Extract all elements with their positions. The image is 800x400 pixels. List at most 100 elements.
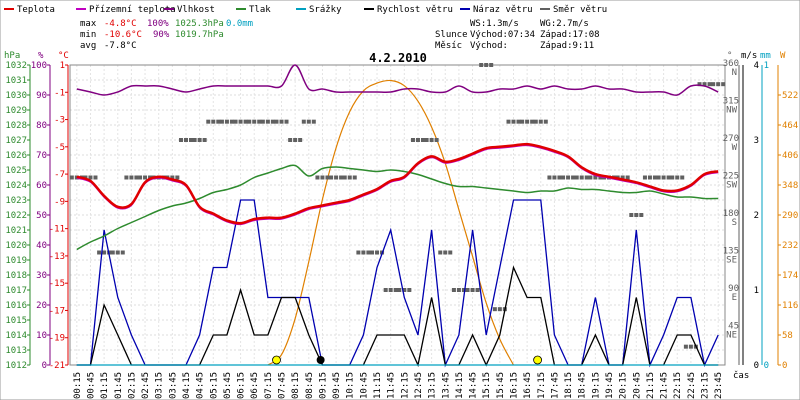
point-wind-direction <box>543 119 548 124</box>
point-wind-direction <box>110 250 115 255</box>
point-wind-direction <box>561 175 566 180</box>
tick-label-pressure: 1022 <box>5 211 27 221</box>
stats-block: max -4.8°C 100% 1025.3hPa 0.0mm min -10.… <box>80 19 600 51</box>
point-wind-direction <box>188 138 193 142</box>
tick-label-humidity: 80 <box>36 121 47 131</box>
point-wind-direction <box>410 138 415 142</box>
point-wind-direction <box>124 175 129 180</box>
point-wind-direction <box>260 119 265 124</box>
point-wind-direction <box>652 175 657 180</box>
point-wind-direction <box>370 250 375 255</box>
tick-label-pressure: 1027 <box>5 136 27 146</box>
tick-label-temperature: -7 <box>54 170 65 180</box>
point-wind-direction <box>506 119 511 124</box>
tick-label-humidity: 100 <box>31 61 47 71</box>
tick-label-humidity: 10 <box>36 331 47 341</box>
legend-temperature: Teplota <box>17 5 55 15</box>
point-wind-direction <box>288 138 293 142</box>
point-wind-direction <box>143 175 148 180</box>
point-wind-direction <box>134 175 139 180</box>
tick-label-wind-speed: 3 <box>754 136 759 146</box>
moon-set: Západ:9:11 <box>540 41 594 51</box>
stat-ws: WS:1.3m/s <box>470 19 519 29</box>
point-wind-direction <box>492 307 497 312</box>
tick-label-pressure: 1013 <box>5 346 27 356</box>
stat-min-temp: -10.6°C <box>104 30 142 40</box>
x-tick-label: 05:45 <box>223 372 233 399</box>
tick-label-solar: 174 <box>782 271 798 281</box>
tick-label-solar: 58 <box>782 331 793 341</box>
series-pressure <box>76 164 719 251</box>
point-wind-direction <box>415 138 420 142</box>
point-wind-direction <box>120 250 125 255</box>
x-axis-labels: 00:15 00:45 01:15 01:45 02:15 02:45 03:15 03:45… <box>73 372 724 399</box>
point-wind-direction <box>238 119 243 124</box>
tick-label-temperature: -21 <box>49 361 65 371</box>
x-tick-label: 16:15 <box>509 372 519 399</box>
x-tick-label: 01:45 <box>114 372 124 399</box>
x-tick-label: 13:45 <box>441 372 451 399</box>
tick-label-wind-direction: 360 <box>723 59 739 69</box>
x-tick-label: 10:45 <box>359 372 369 399</box>
tick-label-temperature: -13 <box>49 252 65 262</box>
tick-label-humidity: 20 <box>36 301 47 311</box>
series-solar <box>267 79 515 366</box>
moon-rise: Východ: <box>470 41 508 51</box>
point-wind-direction <box>680 175 685 180</box>
x-tick-label: 12:15 <box>400 372 410 399</box>
point-wind-direction <box>293 138 298 142</box>
point-wind-direction <box>329 175 334 180</box>
x-tick-label: 14:45 <box>469 372 479 399</box>
moon-label: Měsíc <box>435 41 462 51</box>
point-wind-direction <box>206 119 211 124</box>
x-tick-label: 00:15 <box>73 372 83 399</box>
tick-label-compass: NW <box>726 106 737 116</box>
x-tick-label: 11:45 <box>387 372 397 399</box>
x-tick-label: 23:45 <box>714 372 724 399</box>
point-wind-direction <box>448 250 453 255</box>
point-wind-direction <box>402 288 407 292</box>
point-wind-direction <box>88 175 93 180</box>
point-wind-direction <box>593 175 598 180</box>
tick-label-wind-direction: 270 <box>723 134 739 144</box>
tick-label-pressure: 1018 <box>5 271 27 281</box>
point-wind-direction <box>183 138 188 142</box>
sunrise-marker <box>272 355 281 365</box>
point-wind-direction <box>598 175 603 180</box>
plot-area <box>69 63 726 368</box>
point-wind-direction <box>707 82 712 87</box>
sun-set: Západ:17:08 <box>540 30 600 40</box>
tick-label-wind-direction: 315 <box>723 97 739 107</box>
legend-precipitation: Srážky <box>309 5 342 15</box>
point-wind-direction <box>429 138 434 142</box>
x-tick-label: 10:15 <box>346 372 356 399</box>
x-tick-label: 05:15 <box>209 372 219 399</box>
tick-label-humidity: 40 <box>36 241 47 251</box>
point-wind-direction <box>584 175 589 180</box>
tick-label-pressure: 1017 <box>5 286 27 296</box>
point-wind-direction <box>443 250 448 255</box>
point-wind-direction <box>211 119 216 124</box>
stat-max-press: 1025.3hPa <box>175 19 224 29</box>
unit-mm: mm <box>760 51 771 61</box>
point-wind-direction <box>625 175 630 180</box>
unit-degc: °C <box>58 51 69 61</box>
tick-label-pressure: 1014 <box>5 331 27 341</box>
point-wind-direction <box>424 138 429 142</box>
x-tick-label: 07:45 <box>278 372 288 399</box>
point-wind-direction <box>552 175 557 180</box>
tick-label-pressure: 1020 <box>5 241 27 251</box>
tick-label-wind-direction: 225 <box>723 172 739 182</box>
x-tick-label: 11:15 <box>373 372 383 399</box>
chart-title: 4.2.2010 <box>369 51 427 65</box>
tick-label-pressure: 1031 <box>5 76 27 86</box>
point-wind-direction <box>69 175 74 180</box>
tick-label-temperature: -19 <box>49 334 65 344</box>
series-temperature <box>76 142 719 225</box>
x-tick-label: 06:15 <box>237 372 247 399</box>
tick-label-solar: 232 <box>782 241 798 251</box>
x-tick-label: 18:45 <box>578 372 588 399</box>
point-wind-direction <box>683 344 688 349</box>
point-wind-direction <box>352 175 357 180</box>
point-wind-direction <box>456 288 461 292</box>
